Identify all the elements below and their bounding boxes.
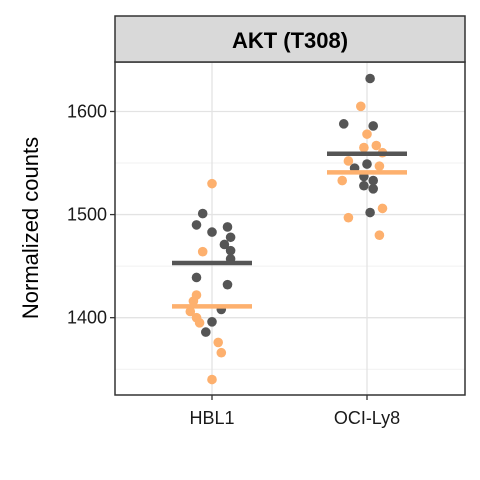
data-point — [207, 178, 217, 189]
data-point — [188, 296, 199, 306]
panel-strip — [114, 15, 466, 63]
data-point — [222, 222, 233, 232]
data-point — [207, 227, 217, 237]
y-tick-label: 1600 — [67, 101, 107, 121]
data-point — [337, 175, 348, 186]
data-point — [338, 119, 349, 129]
axis-layer: 1400 1500 1600 HBL1 OCI-Ly8 — [67, 101, 400, 428]
y-tick-label: 1400 — [67, 308, 107, 328]
data-point — [201, 327, 211, 337]
marks-layer — [172, 73, 407, 385]
data-point — [377, 203, 388, 214]
data-point — [368, 175, 379, 186]
x-tick-label: HBL1 — [189, 408, 234, 428]
data-point — [207, 374, 217, 385]
data-point — [362, 129, 372, 139]
data-point — [197, 246, 208, 257]
data-point — [368, 184, 379, 194]
data-point — [225, 245, 236, 256]
data-point — [374, 161, 385, 171]
data-point — [191, 220, 202, 230]
data-point — [365, 207, 375, 218]
grid-layer — [115, 62, 465, 395]
data-point — [207, 317, 217, 327]
data-point — [374, 230, 385, 241]
data-point — [185, 306, 196, 317]
data-point — [365, 73, 375, 84]
y-tick-label: 1500 — [67, 205, 107, 225]
data-point — [343, 156, 354, 166]
data-point — [368, 121, 379, 131]
y-axis-title: Normalized counts — [18, 137, 43, 319]
data-point — [371, 140, 382, 151]
data-point — [213, 337, 223, 348]
data-point — [359, 142, 369, 153]
data-point — [197, 208, 208, 219]
data-point — [219, 239, 230, 250]
data-point — [362, 159, 372, 169]
data-point — [343, 212, 354, 223]
data-point — [222, 279, 233, 290]
x-tick-label: OCI-Ly8 — [334, 408, 400, 428]
panel-title: AKT (T308) — [232, 28, 348, 53]
data-point — [191, 272, 202, 283]
data-point — [225, 232, 236, 243]
data-point — [216, 347, 227, 358]
data-point — [356, 101, 366, 112]
data-point — [359, 180, 369, 191]
data-point — [194, 318, 205, 328]
